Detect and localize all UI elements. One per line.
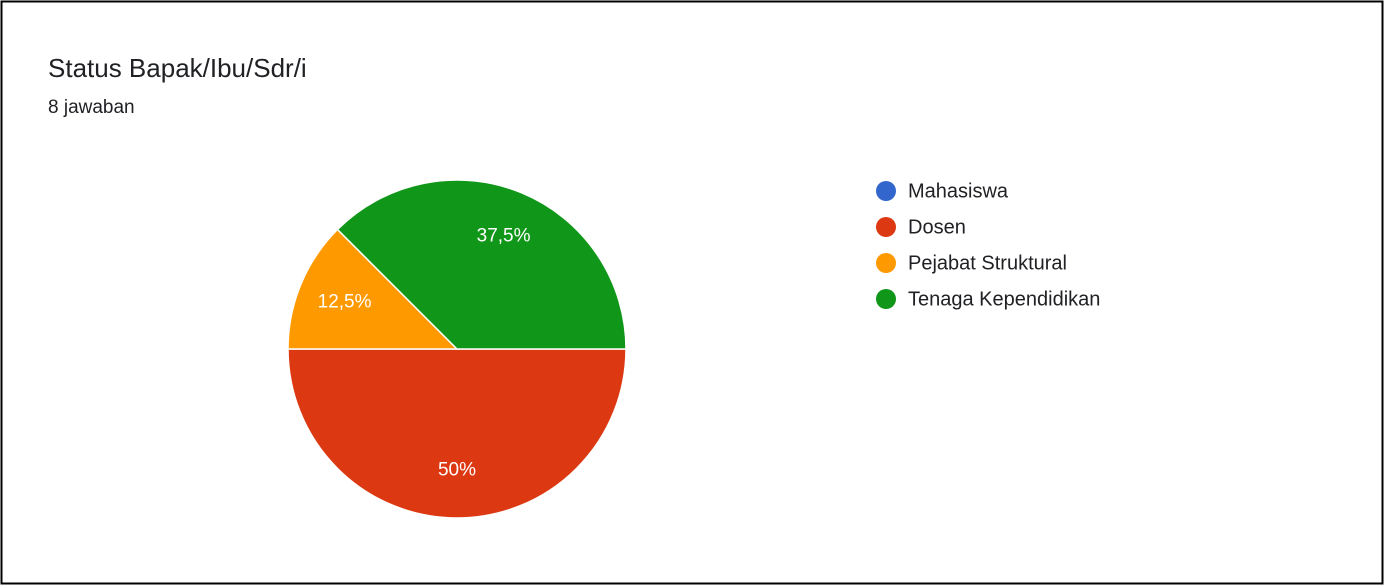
- chart-subtitle: 8 jawaban: [48, 97, 135, 118]
- pie-slice: [287, 348, 627, 519]
- legend-label: Dosen: [908, 216, 966, 238]
- data-label: 50%: [438, 460, 476, 481]
- legend-label: Pejabat Struktural: [908, 252, 1067, 274]
- legend-marker: [876, 217, 896, 237]
- legend-marker: [876, 289, 896, 309]
- chart-title: Status Bapak/Ibu/Sdr/i: [48, 53, 307, 83]
- legend-label: Tenaga Kependidikan: [908, 288, 1100, 310]
- data-label: 12,5%: [318, 291, 372, 312]
- legend-marker: [876, 253, 896, 273]
- legend-label: Mahasiswa: [908, 180, 1009, 202]
- legend-marker: [876, 181, 896, 201]
- pie-slice: [336, 179, 627, 350]
- data-label: 37,5%: [477, 226, 531, 247]
- pie-slice: [287, 228, 459, 350]
